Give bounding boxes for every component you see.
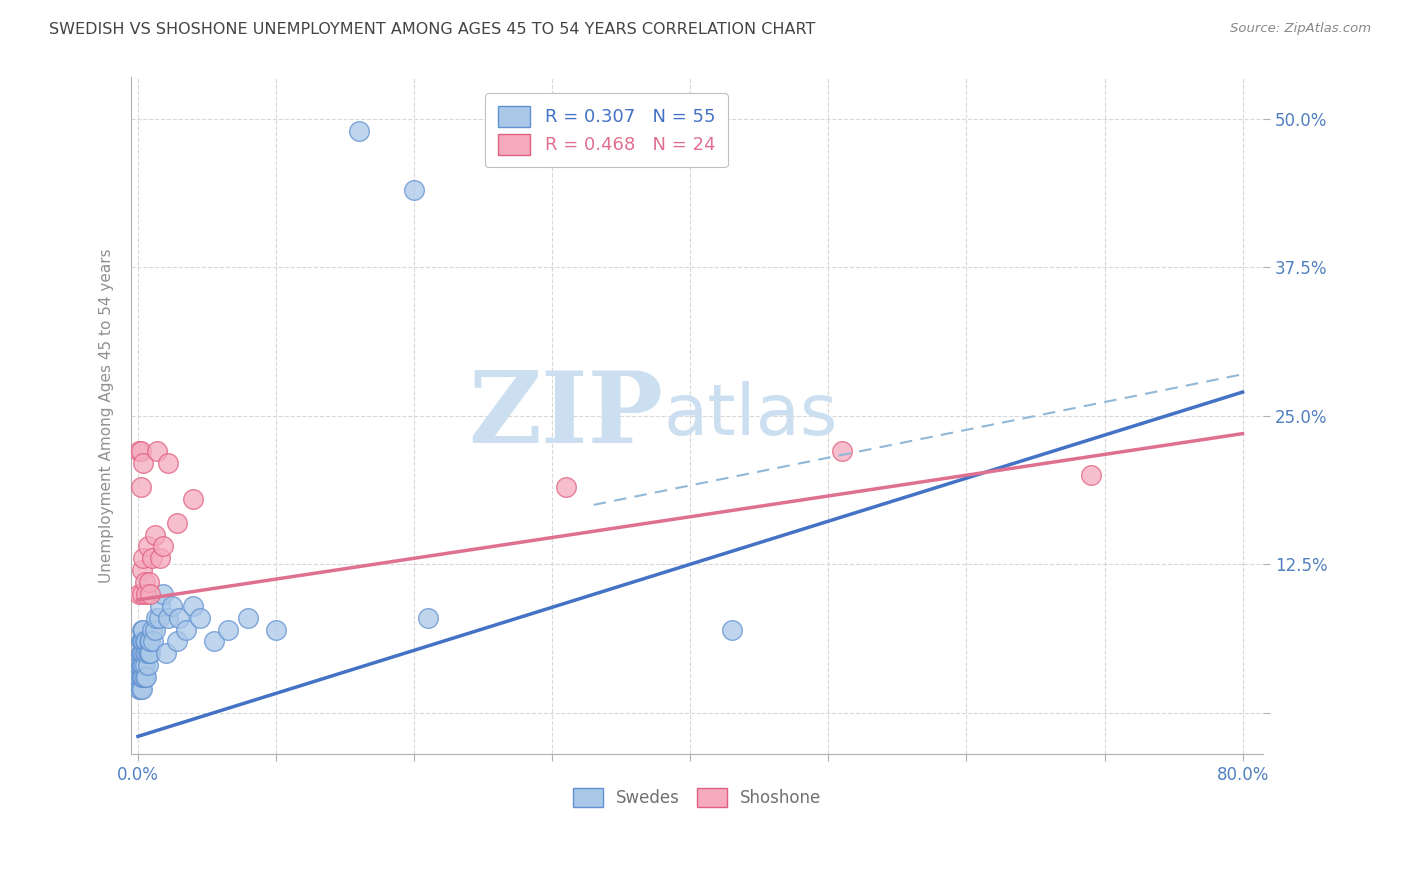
Point: [148, 610, 170, 624]
Point: [181, 599, 204, 613]
Point: [138, 646, 160, 660]
Point: [135, 670, 157, 684]
Point: [129, 634, 152, 648]
Point: [188, 610, 211, 624]
Point: [139, 646, 162, 660]
Text: SWEDISH VS SHOSHONE UNEMPLOYMENT AMONG AGES 45 TO 54 YEARS CORRELATION CHART: SWEDISH VS SHOSHONE UNEMPLOYMENT AMONG A…: [49, 22, 815, 37]
Point: [131, 634, 153, 648]
Point: [135, 646, 157, 660]
Point: [131, 681, 153, 696]
Y-axis label: Unemployment Among Ages 45 to 54 years: Unemployment Among Ages 45 to 54 years: [100, 249, 114, 583]
Point: [129, 658, 152, 673]
Point: [202, 634, 225, 648]
Point: [128, 444, 150, 458]
Point: [132, 658, 155, 673]
Point: [131, 623, 153, 637]
Point: [136, 646, 159, 660]
Point: [131, 670, 153, 684]
Point: [134, 670, 156, 684]
Point: [131, 563, 153, 577]
Point: [157, 610, 180, 624]
Point: [129, 681, 152, 696]
Point: [174, 623, 197, 637]
Point: [134, 575, 156, 590]
Point: [142, 634, 165, 648]
Point: [132, 623, 155, 637]
Point: [143, 527, 166, 541]
Point: [129, 670, 152, 684]
Point: [132, 634, 155, 648]
Point: [132, 670, 155, 684]
Point: [152, 540, 174, 554]
Point: [264, 623, 287, 637]
Point: [128, 681, 150, 696]
Point: [157, 456, 180, 470]
Point: [132, 646, 155, 660]
Point: [136, 658, 159, 673]
Point: [166, 516, 188, 530]
Point: [128, 658, 150, 673]
Point: [131, 646, 153, 660]
Legend: Swedes, Shoshone: Swedes, Shoshone: [567, 781, 828, 814]
Point: [135, 587, 157, 601]
Point: [146, 444, 169, 458]
Point: [128, 670, 150, 684]
Point: [141, 623, 163, 637]
Point: [720, 623, 742, 637]
Point: [162, 599, 184, 613]
Point: [134, 634, 156, 648]
Point: [129, 444, 152, 458]
Point: [129, 646, 152, 660]
Point: [404, 183, 426, 197]
Point: [1080, 468, 1102, 483]
Point: [136, 540, 159, 554]
Point: [138, 575, 160, 590]
Point: [155, 646, 177, 660]
Point: [128, 587, 150, 601]
Point: [217, 623, 239, 637]
Point: [132, 456, 155, 470]
Point: [143, 623, 166, 637]
Point: [555, 480, 578, 494]
Point: [347, 124, 370, 138]
Point: [238, 610, 260, 624]
Text: ZIP: ZIP: [468, 368, 664, 465]
Point: [135, 634, 157, 648]
Point: [131, 587, 153, 601]
Point: [152, 587, 174, 601]
Point: [166, 634, 188, 648]
Point: [138, 634, 160, 648]
Point: [131, 658, 153, 673]
Point: [132, 551, 155, 566]
Point: [139, 587, 162, 601]
Point: [129, 480, 152, 494]
Point: [181, 491, 204, 506]
Point: [416, 610, 439, 624]
Point: [831, 444, 853, 458]
Point: [149, 599, 172, 613]
Point: [145, 610, 167, 624]
Text: atlas: atlas: [664, 381, 838, 450]
Point: [149, 551, 172, 566]
Point: [134, 646, 156, 660]
Point: [134, 658, 156, 673]
Point: [169, 610, 191, 624]
Text: Source: ZipAtlas.com: Source: ZipAtlas.com: [1230, 22, 1371, 36]
Point: [141, 551, 163, 566]
Point: [139, 634, 162, 648]
